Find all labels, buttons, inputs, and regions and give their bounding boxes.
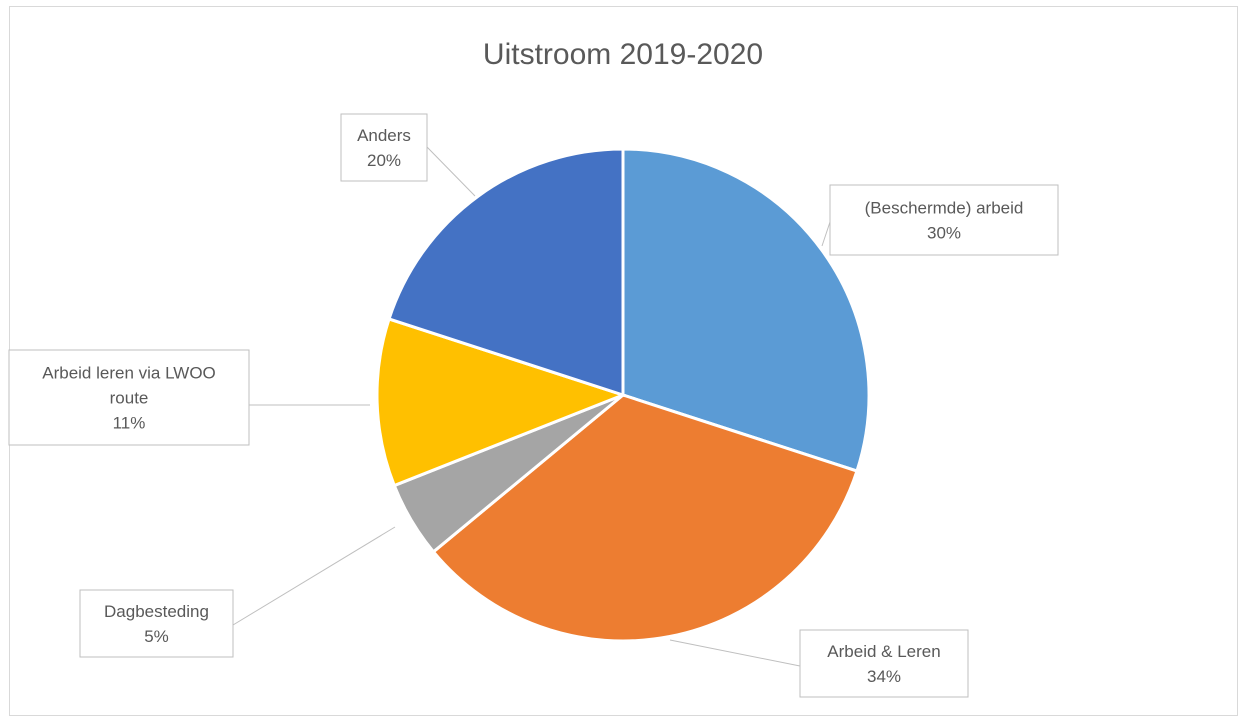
data-label-name: (Beschermde) arbeid: [865, 199, 1024, 218]
data-label: Arbeid leren via LWOO route 11%: [8, 349, 250, 446]
data-label-value: 11%: [113, 414, 146, 433]
pie-slice: [387, 147, 625, 398]
leader-line: [232, 526, 396, 626]
chart-title: Uitstroom 2019-2020: [483, 38, 763, 71]
data-label: Dagbesteding 5%: [79, 589, 234, 658]
data-labels: (Beschermde) arbeid 30% Arbeid & Leren 34% D…: [8, 113, 1059, 698]
data-label-name: Arbeid & Leren: [827, 642, 940, 661]
pie-slices: [375, 147, 871, 643]
data-label-value: 5%: [144, 627, 169, 646]
data-label: Anders 20%: [340, 113, 428, 182]
data-label: (Beschermde) arbeid 30%: [829, 184, 1059, 256]
data-label-name: Arbeid leren via LWOO: [42, 364, 216, 383]
data-label-box: [8, 349, 250, 446]
pie-slice: [431, 393, 859, 643]
leader-line: [426, 146, 476, 197]
data-label-name: Anders: [357, 126, 411, 145]
data-label: Arbeid & Leren 34%: [799, 629, 969, 698]
pie-slice: [621, 147, 871, 473]
data-label-box: [340, 113, 428, 182]
leader-line: [821, 221, 831, 247]
data-label-value: 20%: [367, 151, 401, 170]
data-label-value: 34%: [867, 667, 901, 686]
data-label-value: 30%: [927, 224, 961, 243]
data-label-box: [829, 184, 1059, 256]
leader-lines: [232, 146, 831, 667]
data-label-name: route: [110, 389, 149, 408]
data-label-box: [799, 629, 969, 698]
data-label-box: [79, 589, 234, 658]
pie-slice: [375, 317, 628, 488]
data-label-name: Dagbesteding: [104, 602, 209, 621]
leader-line: [669, 639, 801, 667]
